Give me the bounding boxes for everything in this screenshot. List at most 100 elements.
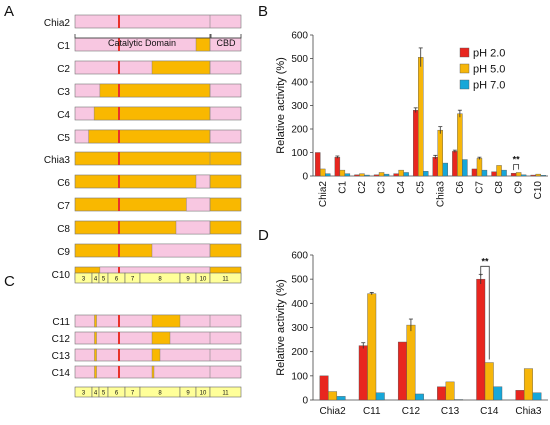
bar-c3-2 — [383, 173, 390, 177]
legend-label: pH 5.0 — [473, 64, 505, 76]
exon-label: 10 — [200, 391, 207, 397]
exon-label: 4 — [94, 391, 98, 397]
bar-c11-2 — [375, 392, 385, 401]
x-tick-label: Chia3 — [435, 181, 446, 208]
bar-chia2-0 — [315, 152, 321, 177]
bar-chia2-1 — [320, 168, 326, 177]
bar-c6-1 — [457, 113, 463, 177]
bar-c12-2 — [414, 393, 424, 401]
bar-c13-0 — [437, 386, 447, 401]
exon-label: 5 — [102, 391, 106, 397]
exon-label: 5 — [102, 277, 106, 283]
y-tick-label: 500 — [291, 54, 308, 65]
exon-label: 3 — [82, 391, 86, 397]
bar-c7-1 — [476, 158, 483, 177]
bar-c3-1 — [378, 172, 385, 177]
bar-c12-1 — [406, 324, 416, 401]
construct-c11: C11 — [52, 314, 242, 328]
x-tick-label: C1 — [337, 181, 348, 194]
construct-segment — [94, 365, 97, 379]
construct-bar — [74, 365, 242, 379]
panel-label-b: B — [258, 3, 268, 20]
legend-label: pH 7.0 — [473, 80, 505, 92]
cbd-label: CBD — [216, 38, 236, 48]
chart-d: 0 100 200 300 400 500 600 Relative activity (%)… — [275, 251, 548, 417]
exon-scale: 3 4 5 6 7 8 9 10 11 — [74, 272, 242, 284]
panel-label-a: A — [4, 3, 14, 20]
bar-c2-1 — [359, 173, 365, 177]
x-tick-label: C6 — [455, 181, 466, 194]
construct-label: C7 — [57, 201, 70, 212]
construct-label: C9 — [57, 247, 70, 258]
bar-chia3-0 — [432, 156, 438, 177]
domain-bracket: Catalytic Domain CBD — [74, 34, 242, 48]
construct-bar — [74, 151, 242, 166]
construct-label: C6 — [57, 178, 70, 189]
construct-bar — [74, 14, 242, 29]
bar-c4-2 — [403, 172, 409, 177]
bar-c3-0 — [373, 174, 380, 177]
construct-segment — [99, 83, 211, 98]
bar-c4-1 — [398, 169, 404, 177]
y-tick-label: 200 — [291, 347, 308, 358]
construct-c12: C12 — [52, 331, 242, 345]
construct-c8: C8 — [57, 220, 242, 235]
bar-c10-0 — [530, 174, 536, 177]
y-tick-label: 0 — [302, 396, 308, 407]
construct-segment — [151, 348, 161, 362]
construct-c13: C13 — [52, 348, 242, 362]
construct-segment — [186, 197, 211, 212]
panel-label-c: C — [4, 273, 15, 290]
exon-label: 9 — [186, 277, 190, 283]
x-tick-label: C11 — [363, 406, 381, 417]
bar-c14-0 — [476, 278, 486, 401]
bar-c6-2 — [462, 159, 468, 177]
exon-label: 4 — [94, 277, 98, 283]
exon-label: 7 — [131, 277, 135, 283]
construct-c2: C2 — [57, 60, 242, 75]
construct-schematic-a: Chia2 C1 C2 C3 C4 C5 Chia3 C6 C7 C8 C9 C10 3 4 5 6 7 8 9 10… — [44, 14, 242, 284]
construct-segment — [175, 220, 211, 235]
x-tick-label: C8 — [494, 181, 505, 194]
bar-c2-0 — [354, 174, 360, 177]
construct-segment — [195, 174, 211, 189]
construct-c9: C9 — [57, 243, 242, 258]
construct-label: Chia3 — [44, 155, 71, 166]
bar-c4-0 — [393, 173, 399, 177]
exon-label: 6 — [115, 277, 119, 283]
bar-chia3-1 — [523, 368, 533, 401]
legend-swatch — [459, 63, 470, 74]
exon-label: 7 — [131, 391, 135, 397]
bar-c14-1 — [484, 362, 494, 401]
construct-chia2: Chia2 — [44, 14, 242, 29]
bar-c5-0 — [413, 109, 419, 177]
bar-c1-2 — [344, 173, 351, 177]
x-tick-label: C4 — [396, 181, 407, 194]
y-axis-title: Relative activity (%) — [275, 279, 287, 376]
construct-c4: C4 — [57, 106, 242, 121]
construct-segment — [151, 314, 181, 328]
y-tick-label: 200 — [291, 125, 308, 136]
x-tick-label: C10 — [533, 181, 544, 200]
panel-label-d: D — [258, 227, 269, 244]
construct-schematic-c: C11 C12 C13 C14 3 4 5 6 7 8 9 10 11 — [52, 314, 242, 398]
bar-c9-0 — [510, 172, 517, 177]
construct-label: C14 — [52, 368, 71, 379]
x-tick-label: Chia2 — [318, 181, 329, 208]
construct-label: C4 — [57, 110, 70, 121]
y-tick-label: 600 — [291, 251, 308, 262]
exon-label: 10 — [200, 277, 207, 283]
y-tick-label: 100 — [291, 148, 308, 159]
x-tick-label: C2 — [357, 181, 368, 194]
construct-c7: C7 — [57, 197, 242, 212]
bar-chia2-0 — [319, 375, 329, 401]
x-tick-label: C5 — [416, 181, 427, 194]
construct-c3: C3 — [57, 83, 242, 98]
construct-c6: C6 — [57, 174, 242, 189]
x-tick-label: C12 — [402, 406, 421, 417]
exon-label: 11 — [222, 391, 229, 397]
bar-chia2-2 — [336, 396, 346, 401]
construct-segment — [94, 314, 97, 328]
construct-label: C2 — [57, 64, 70, 75]
